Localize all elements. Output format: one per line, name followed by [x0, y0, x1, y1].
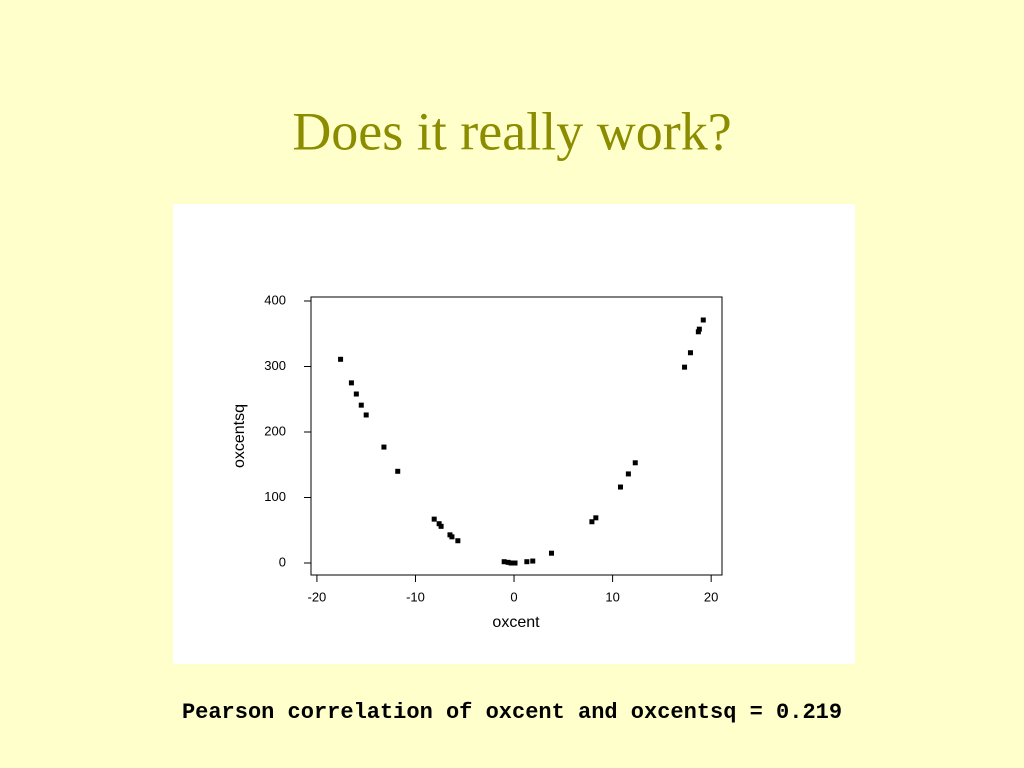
point: [508, 560, 514, 566]
point: [338, 356, 344, 362]
y-tick-label: 100: [264, 489, 286, 504]
point: [431, 516, 437, 522]
point: [501, 559, 507, 565]
point: [505, 559, 511, 565]
point: [348, 380, 354, 386]
point: [625, 471, 631, 477]
slide-title: Does it really work?: [292, 101, 731, 161]
y-axis-label: oxcentsq: [231, 404, 248, 468]
point: [695, 329, 701, 335]
point: [530, 558, 536, 564]
plot-frame: [310, 296, 723, 576]
y-tick-label: 400: [264, 292, 286, 307]
chart-panel: [173, 204, 855, 664]
point: [632, 460, 638, 466]
point: [617, 484, 623, 490]
point: [682, 364, 688, 370]
caption: Pearson correlation of oxcent and oxcent…: [182, 700, 842, 725]
point: [696, 326, 702, 332]
point: [548, 550, 554, 556]
y-tick-label: 200: [264, 423, 286, 438]
x-tick-label: 0: [510, 589, 517, 604]
x-tick-label: -20: [308, 589, 327, 604]
point: [363, 412, 369, 418]
x-axis-label: oxcent: [492, 614, 540, 631]
point: [700, 317, 706, 323]
point: [593, 515, 599, 521]
point: [381, 444, 387, 450]
point: [358, 402, 364, 408]
point: [512, 560, 518, 566]
y-tick-label: 300: [264, 358, 286, 373]
point: [438, 523, 444, 529]
x-tick-label: 10: [605, 589, 619, 604]
y-tick-label: 0: [279, 554, 286, 569]
point: [449, 534, 455, 540]
x-tick-label: 20: [704, 589, 718, 604]
point: [524, 559, 530, 565]
x-tick-label: -10: [406, 589, 425, 604]
point: [589, 519, 595, 525]
point: [455, 538, 461, 544]
point: [353, 391, 359, 397]
point: [687, 350, 693, 356]
point: [436, 521, 442, 527]
point: [395, 468, 401, 474]
